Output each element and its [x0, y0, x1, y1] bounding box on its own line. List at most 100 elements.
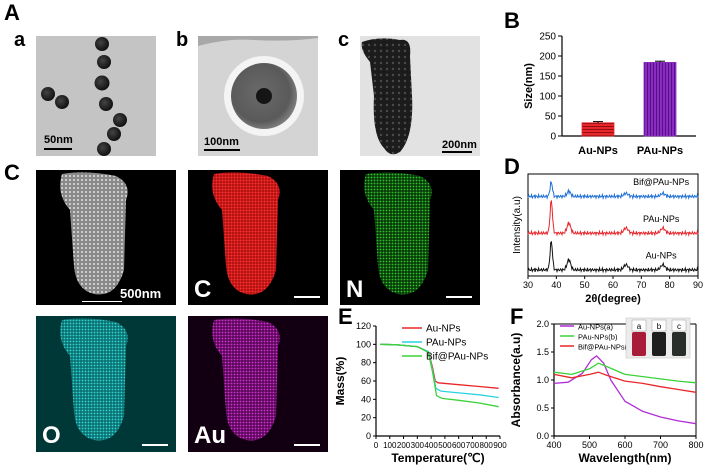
tem-nanoparticles-small	[41, 37, 127, 156]
series-line-aunpsa	[553, 355, 697, 425]
panel-label-e-main: E	[338, 304, 353, 329]
uv-vis-chart: 0.0 0.5 1.0 1.5 2.0 400 500 600 700 800 Wavelength…	[509, 317, 704, 465]
eds-map-carbon: C	[188, 170, 328, 305]
inset-vial-label: a	[637, 322, 642, 331]
y-tick-label: 1.5	[536, 347, 549, 357]
subpanel-label-b: b	[176, 29, 189, 51]
x-tick-label: 90	[693, 280, 703, 290]
tem-porous-rod	[361, 38, 413, 155]
scale-bar-c	[442, 151, 472, 153]
panel-label-b-main: B	[504, 8, 520, 33]
y-tick-label: 60	[361, 376, 371, 386]
x-tick-label: 60	[608, 280, 618, 290]
scale-bar-nitrogen	[446, 296, 472, 298]
xrd-line-paunps	[527, 199, 699, 237]
x-tick-label: 200	[397, 441, 411, 450]
eds-scale-text: 500nm	[120, 286, 162, 301]
y-tick-label: 2.0	[536, 319, 549, 329]
inset-vial-label-box	[651, 319, 667, 332]
y-tick-label: 20	[361, 413, 371, 423]
x-tick-label: 400	[546, 440, 561, 450]
y-tick-label: 0.5	[536, 403, 549, 413]
eds-map-nitrogen: N	[340, 170, 480, 305]
eds-map-gold: Au	[188, 316, 328, 452]
scale-label-c: 200nm	[442, 139, 477, 151]
legend-label: Au-NPs	[426, 324, 460, 335]
series-label: Bif@PAu-NPs	[633, 177, 689, 187]
scale-label-a: 50nm	[44, 134, 73, 146]
x-tick-label: 100	[383, 441, 397, 450]
xrd-line-aunps	[527, 240, 699, 274]
inset-vial	[632, 332, 646, 356]
inset-vial-label: b	[657, 322, 662, 331]
x-tick-label: 70	[636, 280, 646, 290]
series-line-bifpaunpsc	[553, 371, 697, 393]
eds-rod-gold	[212, 318, 280, 441]
series-line-bifpaunps	[380, 343, 499, 408]
panel-label-d-main: D	[504, 154, 520, 179]
scale-bar-oxygen	[142, 444, 168, 446]
element-label-c: C	[194, 276, 212, 303]
eds-rod-nitrogen	[364, 172, 432, 295]
x-tick-label: 30	[523, 280, 533, 290]
y-tick-label: 80	[361, 358, 371, 368]
y-axis-title: Size(nm)	[523, 63, 535, 109]
x-tick-label: 500	[582, 440, 597, 450]
x-tick-label: 700	[653, 440, 668, 450]
x-tick-label: 80	[665, 280, 675, 290]
x-tick-label: 600	[617, 440, 632, 450]
panel-label-a-main: A	[4, 0, 20, 25]
y-tick-label: 0	[550, 132, 556, 143]
eds-map-gray: 500nm	[36, 170, 176, 305]
x-tick-label: 400	[424, 441, 438, 450]
eds-map-oxygen: O	[36, 316, 176, 452]
element-label-n: N	[346, 276, 364, 303]
series-label: Au-NPs	[646, 251, 678, 261]
x-axis-title: Wavelength(nm)	[579, 451, 672, 465]
x-tick-label: 0	[374, 441, 379, 450]
y-tick-label: 250	[539, 32, 556, 43]
x-axis-title: 2θ(degree)	[585, 293, 641, 305]
eds-rod-oxygen	[60, 318, 128, 441]
legend-label: Bif@PAu-NPs(c)	[578, 343, 634, 352]
x-tick-label: 700	[466, 441, 480, 450]
x-tick-label: 800	[480, 441, 494, 450]
bar-au-nps	[581, 122, 615, 137]
scale-bar-carbon	[294, 296, 320, 298]
y-tick-label: 0	[366, 431, 371, 441]
xrd-line-bifpaunps	[527, 180, 699, 201]
y-tick-label: 150	[539, 72, 556, 83]
x-tick-label: 500	[438, 441, 452, 450]
bar-pau-nps	[643, 62, 677, 137]
x-tick-label: 40	[551, 280, 561, 290]
x-tick-label: 800	[688, 440, 703, 450]
subpanel-label-a: a	[14, 29, 26, 51]
scale-label-b: 100nm	[204, 136, 239, 148]
tem-image-b: 100nm	[198, 36, 318, 156]
x-category-label: Au-NPs	[578, 145, 618, 157]
element-label-au: Au	[194, 422, 226, 449]
series-label: PAu-NPs	[643, 214, 680, 224]
inset-vial-label-box	[671, 319, 687, 332]
legend-label: Au-NPs(a)	[578, 323, 614, 332]
y-axis-title: Intensity(a.u)	[512, 196, 523, 254]
legend-label: Bif@PAu-NPs	[426, 352, 488, 363]
tem-image-c: 200nm	[360, 36, 480, 156]
y-axis-title: Mass(%)	[336, 357, 347, 406]
x-tick-label: 600	[452, 441, 466, 450]
bar-chart-particle-size: 0 50 100 150 200 250 Size(nm) Au-NPs PAu-NPs	[523, 32, 696, 157]
x-category-label: PAu-NPs	[637, 145, 683, 157]
xrd-chart: 30 40 50 60 70 80 90 2θ(degree) Intensity(a.u) Bi…	[512, 173, 703, 305]
y-tick-label: 120	[356, 321, 371, 331]
inset-vial	[672, 332, 686, 356]
x-tick-label: 300	[411, 441, 425, 450]
tem-image-a: 50nm	[36, 36, 156, 156]
scale-bar-gold	[294, 444, 320, 446]
eds-rod-carbon	[212, 172, 280, 295]
y-tick-label: 100	[539, 92, 556, 103]
x-axis-title: Temperature(℃)	[391, 451, 484, 465]
y-tick-label: 40	[361, 394, 371, 404]
eds-rod-gray	[60, 172, 128, 295]
inset-vial	[652, 332, 666, 356]
